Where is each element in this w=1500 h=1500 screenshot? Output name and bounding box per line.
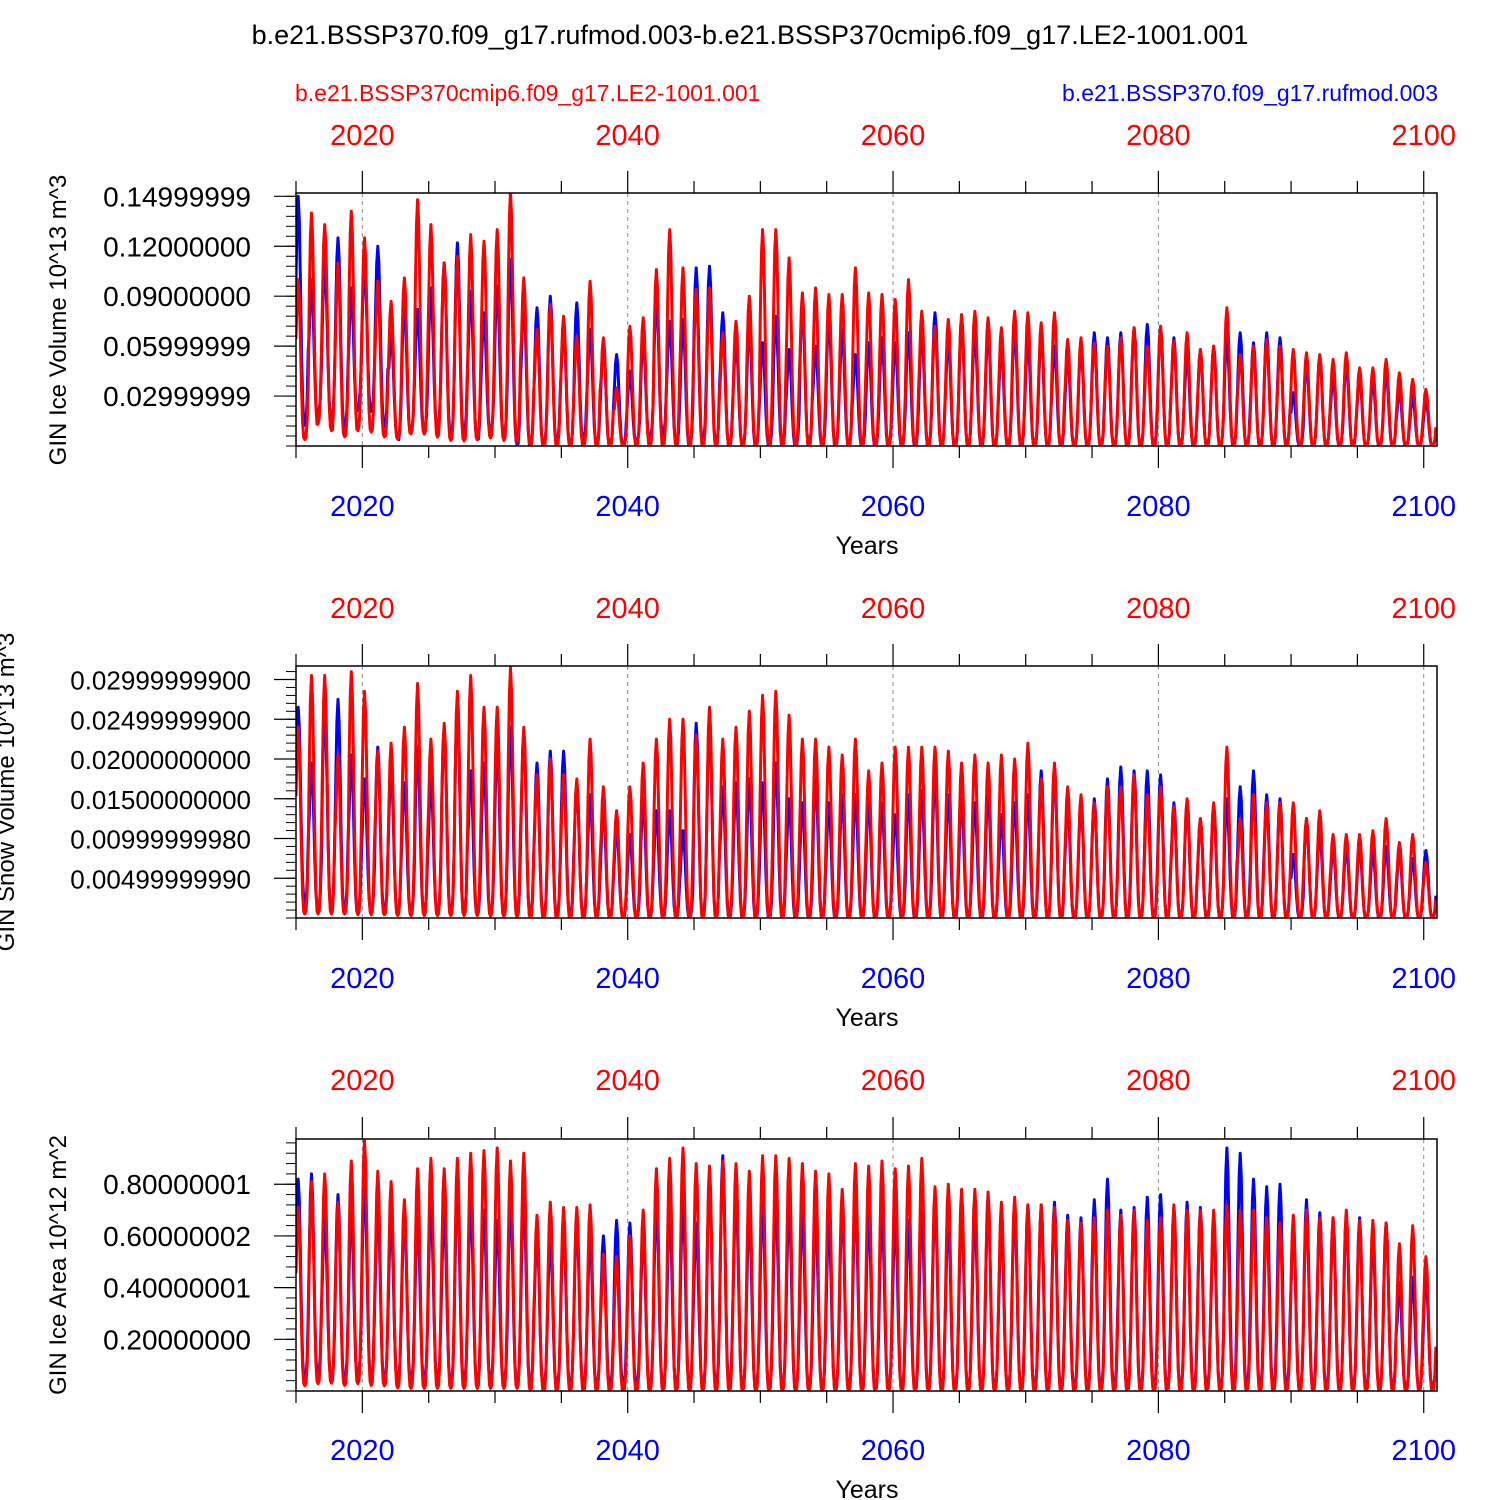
- y-tick-label: 0.09000000: [103, 281, 251, 312]
- series-group: [296, 193, 1437, 446]
- x-tick-label-top: 2060: [861, 593, 926, 625]
- y-tick-label: 0.02999999900: [70, 666, 251, 696]
- x-tick-label-bottom: 2060: [861, 1435, 926, 1467]
- chart-panel-snow-volume: 2020 2040 2060 2080 2100 2020 2040 2060 2080 2100…: [0, 593, 1456, 1032]
- x-tick-label-bottom: 2040: [595, 1435, 660, 1467]
- y-tick-label: 0.02499999900: [70, 705, 251, 735]
- series-group: [296, 1139, 1437, 1391]
- y-tick-label: 0.20000000: [103, 1324, 251, 1355]
- plot-frame: [295, 192, 1438, 447]
- figure-title: b.e21.BSSP370.f09_g17.rufmod.003-b.e21.B…: [252, 20, 1249, 50]
- x-tick-label-top: 2020: [330, 593, 395, 625]
- y-tick-label: 0.60000002: [103, 1221, 251, 1252]
- x-tick-label-bottom: 2060: [861, 491, 926, 523]
- series-line-le2: [296, 193, 1437, 446]
- legend-blue-label: b.e21.BSSP370.f09_g17.rufmod.003: [1062, 80, 1438, 106]
- x-tick-label-top: 2080: [1126, 593, 1191, 625]
- plot-frame: [295, 665, 1438, 919]
- x-tick-label-top: 2020: [330, 1065, 395, 1097]
- x-tick-label-top: 2040: [595, 593, 660, 625]
- x-axis-label: Years: [835, 1476, 898, 1500]
- series-line-le2: [296, 1139, 1437, 1391]
- x-tick-label-top: 2040: [595, 120, 660, 152]
- x-tick-label-top: 2080: [1126, 1065, 1191, 1097]
- x-tick-label-top: 2100: [1391, 1065, 1456, 1097]
- x-tick-label-bottom: 2100: [1391, 491, 1456, 523]
- legend-red-label: b.e21.BSSP370cmip6.f09_g17.LE2-1001.001: [295, 80, 760, 106]
- x-tick-label-bottom: 2060: [861, 963, 926, 995]
- x-axis-label: Years: [835, 532, 898, 560]
- x-tick-label-bottom: 2020: [330, 963, 395, 995]
- y-tick-label: 0.14999999: [103, 181, 251, 212]
- chart-panel-ice-area: 2020 2040 2060 2080 2100 2020 2040 2060 2080 2100…: [45, 1065, 1456, 1500]
- y-tick-label: 0.05999999: [103, 331, 251, 362]
- x-tick-label-bottom: 2100: [1391, 1435, 1456, 1467]
- x-tick-label-bottom: 2080: [1126, 1435, 1191, 1467]
- y-axis-label: GIN Ice Volume 10^13 m^3: [45, 175, 72, 466]
- series-group: [296, 666, 1437, 918]
- y-tick-label: 0.01500000000: [70, 785, 251, 815]
- y-axis-label: GIN Snow Volume 10^13 m^3: [0, 633, 20, 952]
- y-tick-label: 0.80000001: [103, 1169, 251, 1200]
- x-tick-label-top: 2080: [1126, 120, 1191, 152]
- series-line-le2: [296, 666, 1437, 918]
- plot-frame: [295, 1138, 1438, 1392]
- y-tick-label: 0.02999999: [103, 381, 251, 412]
- y-tick-label: 0.02000000000: [70, 745, 251, 775]
- x-tick-label-top: 2040: [595, 1065, 660, 1097]
- x-tick-label-top: 2060: [861, 120, 926, 152]
- x-tick-label-top: 2020: [330, 120, 395, 152]
- y-axis-label: GIN Ice Area 10^12 m^2: [45, 1135, 72, 1395]
- x-tick-label-top: 2100: [1391, 120, 1456, 152]
- y-tick-label: 0.12000000: [103, 231, 251, 262]
- y-tick-label: 0.00999999980: [70, 825, 251, 855]
- x-tick-label-bottom: 2040: [595, 491, 660, 523]
- y-tick-label: 0.40000001: [103, 1273, 251, 1304]
- chart-panel-ice-volume: 2020 2040 2060 2080 2100 2020 2040 2060 2080 2100…: [45, 120, 1456, 560]
- x-tick-label-bottom: 2100: [1391, 963, 1456, 995]
- x-tick-label-bottom: 2040: [595, 963, 660, 995]
- x-tick-label-top: 2060: [861, 1065, 926, 1097]
- x-tick-label-bottom: 2080: [1126, 491, 1191, 523]
- x-tick-label-bottom: 2020: [330, 1435, 395, 1467]
- x-axis-label: Years: [835, 1004, 898, 1032]
- x-tick-label-bottom: 2080: [1126, 963, 1191, 995]
- x-tick-label-bottom: 2020: [330, 491, 395, 523]
- y-tick-label: 0.00499999990: [70, 864, 251, 894]
- x-tick-label-top: 2100: [1391, 593, 1456, 625]
